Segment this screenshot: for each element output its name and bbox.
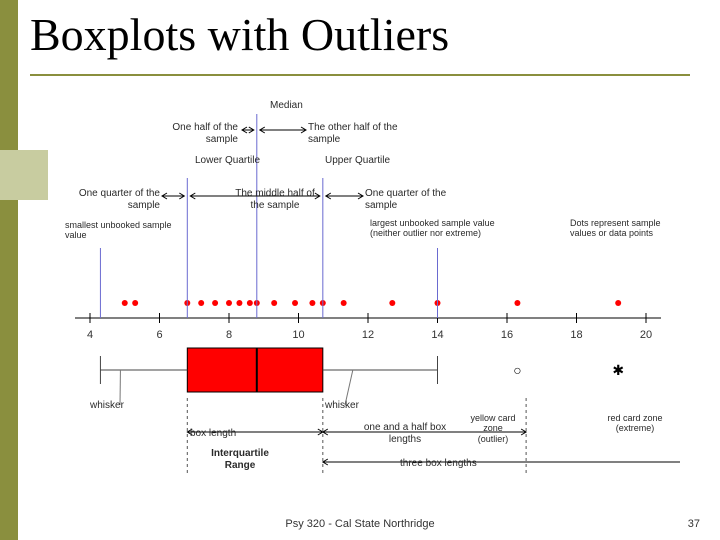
label-uq: Upper Quartile (325, 155, 390, 167)
label-threebox: three box lengths (400, 458, 477, 470)
boxplot-diagram: 4 6 8 10 12 14 16 18 20 ○ ✱ Median One half of the… (60, 100, 680, 500)
label-smallest: smallest unbooked sample value (65, 220, 175, 241)
svg-text:16: 16 (501, 329, 513, 341)
label-dots-note: Dots represent sample values or data poi… (570, 218, 665, 239)
svg-text:✱: ✱ (612, 362, 624, 378)
label-lq: Lower Quartile (195, 155, 260, 167)
page-number: 37 (688, 518, 700, 530)
svg-text:18: 18 (570, 329, 582, 341)
page-title: Boxplots with Outliers (30, 8, 449, 61)
label-qtr1: One quarter of the sample (75, 188, 160, 211)
label-iqr: Interquartile Range (200, 448, 280, 471)
svg-text:○: ○ (513, 362, 521, 378)
sidebar-band (0, 150, 48, 200)
sidebar-accent (0, 0, 18, 540)
footer: Psy 320 - Cal State Northridge (0, 518, 720, 530)
label-midhalf: The middle half of the sample (230, 188, 320, 211)
label-yellow: yellow card zone (outlier) (468, 413, 518, 444)
label-qtr2: One quarter of the sample (365, 188, 450, 211)
label-half2: The other half of the sample (308, 122, 398, 145)
svg-text:10: 10 (292, 329, 304, 341)
label-red: red card zone (extreme) (605, 413, 665, 434)
label-median: Median (270, 100, 303, 112)
label-whisker-l: whisker (90, 400, 124, 412)
svg-text:8: 8 (226, 329, 232, 341)
title-underline (30, 74, 690, 76)
label-half1: One half of the sample (158, 122, 238, 145)
svg-text:14: 14 (431, 329, 443, 341)
label-onehalfbox: one and a half box lengths (360, 422, 450, 445)
label-whisker-r: whisker (325, 400, 359, 412)
svg-text:20: 20 (640, 329, 652, 341)
svg-text:6: 6 (156, 329, 162, 341)
svg-text:4: 4 (87, 329, 93, 341)
label-largest: largest unbooked sample value (neither o… (370, 218, 520, 239)
svg-text:12: 12 (362, 329, 374, 341)
label-boxlen: box length (190, 428, 236, 440)
